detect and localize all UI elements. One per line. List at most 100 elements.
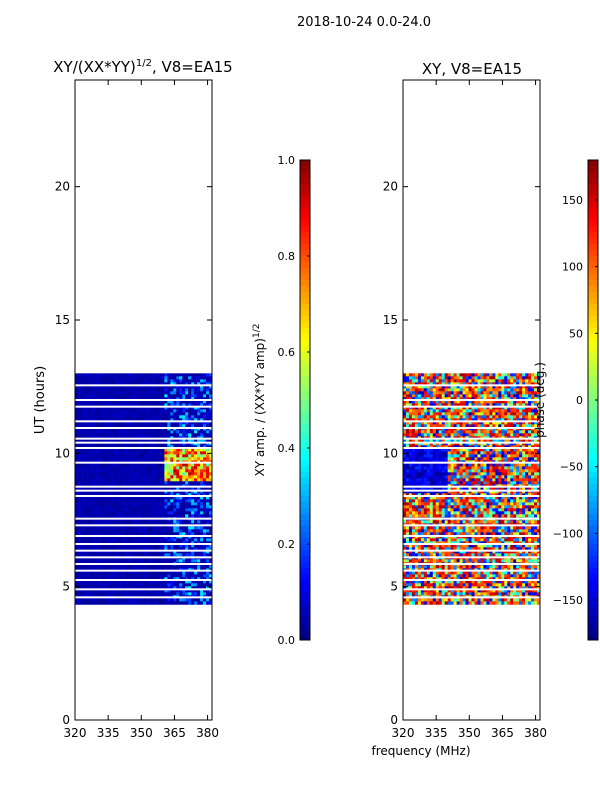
heatmap-gap <box>75 399 212 401</box>
heatmap-cell <box>131 520 135 524</box>
heatmap-cell <box>501 412 505 416</box>
heatmap-cell <box>405 442 410 446</box>
heatmap-cell <box>113 454 118 458</box>
colorbar-segment <box>300 160 310 167</box>
heatmap-cell <box>403 442 407 446</box>
heatmap-cell <box>149 433 153 437</box>
heatmap-cell <box>110 409 115 413</box>
heatmap-cell <box>113 373 118 377</box>
heatmap-cell <box>173 388 177 392</box>
heatmap-cell <box>435 403 440 407</box>
heatmap-cell <box>86 427 91 431</box>
heatmap-cell <box>191 442 195 446</box>
heatmap-cell <box>164 421 168 425</box>
heatmap-cell <box>107 430 112 434</box>
heatmap-cell <box>152 565 156 569</box>
heatmap-cell <box>429 442 434 446</box>
heatmap-cell <box>498 409 502 413</box>
heatmap-cell <box>137 391 141 395</box>
heatmap-cell <box>158 373 162 377</box>
heatmap-cell <box>143 403 147 407</box>
heatmap-cell <box>188 592 192 596</box>
heatmap-cell <box>209 535 213 539</box>
heatmap-cell <box>173 583 177 587</box>
heatmap-cell <box>468 451 472 455</box>
heatmap-cell <box>408 400 413 404</box>
heatmap-cell <box>513 385 517 389</box>
heatmap-cell <box>131 487 135 491</box>
heatmap-cell <box>149 544 153 548</box>
heatmap-cell <box>158 457 162 461</box>
heatmap-cell <box>92 412 97 416</box>
heatmap-cell <box>435 448 440 452</box>
heatmap-cell <box>140 499 144 503</box>
heatmap-cell <box>519 442 523 446</box>
heatmap-cell <box>98 565 103 569</box>
heatmap-cell <box>143 406 147 410</box>
heatmap-cell <box>462 433 466 437</box>
heatmap-cell <box>465 418 469 422</box>
heatmap-cell <box>206 391 210 395</box>
heatmap-cell <box>110 376 115 380</box>
heatmap-cell <box>414 385 419 389</box>
heatmap-cell <box>137 454 141 458</box>
heatmap-cell <box>128 457 132 461</box>
heatmap-cell <box>80 403 85 407</box>
heatmap-cell <box>453 451 458 455</box>
heatmap-cell <box>131 601 135 605</box>
heatmap-cell <box>498 391 502 395</box>
heatmap-cell <box>161 532 165 536</box>
heatmap-cell <box>405 373 410 377</box>
heatmap-cell <box>426 382 431 386</box>
heatmap-cell <box>462 424 466 428</box>
heatmap-cell <box>110 403 115 407</box>
heatmap-cell <box>179 451 183 455</box>
heatmap-cell <box>206 487 210 491</box>
heatmap-cell <box>128 391 132 395</box>
heatmap-cell <box>92 424 97 428</box>
heatmap-cell <box>501 409 505 413</box>
heatmap-cell <box>477 388 481 392</box>
heatmap-cell <box>137 442 141 446</box>
heatmap-cell <box>152 463 156 467</box>
heatmap-cell <box>191 478 195 482</box>
heatmap-cell <box>411 418 416 422</box>
heatmap-cell <box>149 472 153 476</box>
heatmap-cell <box>164 571 168 575</box>
heatmap-cell <box>77 472 82 476</box>
heatmap-cell <box>122 505 127 509</box>
heatmap-cell <box>408 421 413 425</box>
heatmap-cell <box>107 586 112 590</box>
heatmap-cell <box>152 532 156 536</box>
heatmap-cell <box>486 391 490 395</box>
heatmap-cell <box>432 442 437 446</box>
heatmap-cell <box>191 574 195 578</box>
heatmap-cell <box>200 553 204 557</box>
heatmap-cell <box>86 463 91 467</box>
heatmap-cell <box>191 502 195 506</box>
heatmap-cell <box>122 529 127 533</box>
heatmap-cell <box>110 373 115 377</box>
heatmap-cell <box>501 454 505 458</box>
heatmap-cell <box>161 391 165 395</box>
heatmap-cell <box>170 439 174 443</box>
heatmap-cell <box>537 406 541 410</box>
heatmap-cell <box>119 391 124 395</box>
heatmap-cell <box>423 400 428 404</box>
heatmap-cell <box>417 418 422 422</box>
heatmap-cell <box>119 505 124 509</box>
heatmap-cell <box>122 451 127 455</box>
colorbar-segment <box>300 442 310 449</box>
heatmap-cell <box>152 421 156 425</box>
heatmap-cell <box>167 532 171 536</box>
heatmap-cell <box>128 553 132 557</box>
heatmap-cell <box>179 520 183 524</box>
heatmap-cell <box>143 475 147 479</box>
heatmap-cell <box>209 550 213 554</box>
heatmap-cell <box>468 373 472 377</box>
heatmap-cell <box>522 430 526 434</box>
heatmap-cell <box>471 451 475 455</box>
heatmap-cell <box>95 409 100 413</box>
heatmap-cell <box>110 415 115 419</box>
heatmap-cell <box>176 538 180 542</box>
